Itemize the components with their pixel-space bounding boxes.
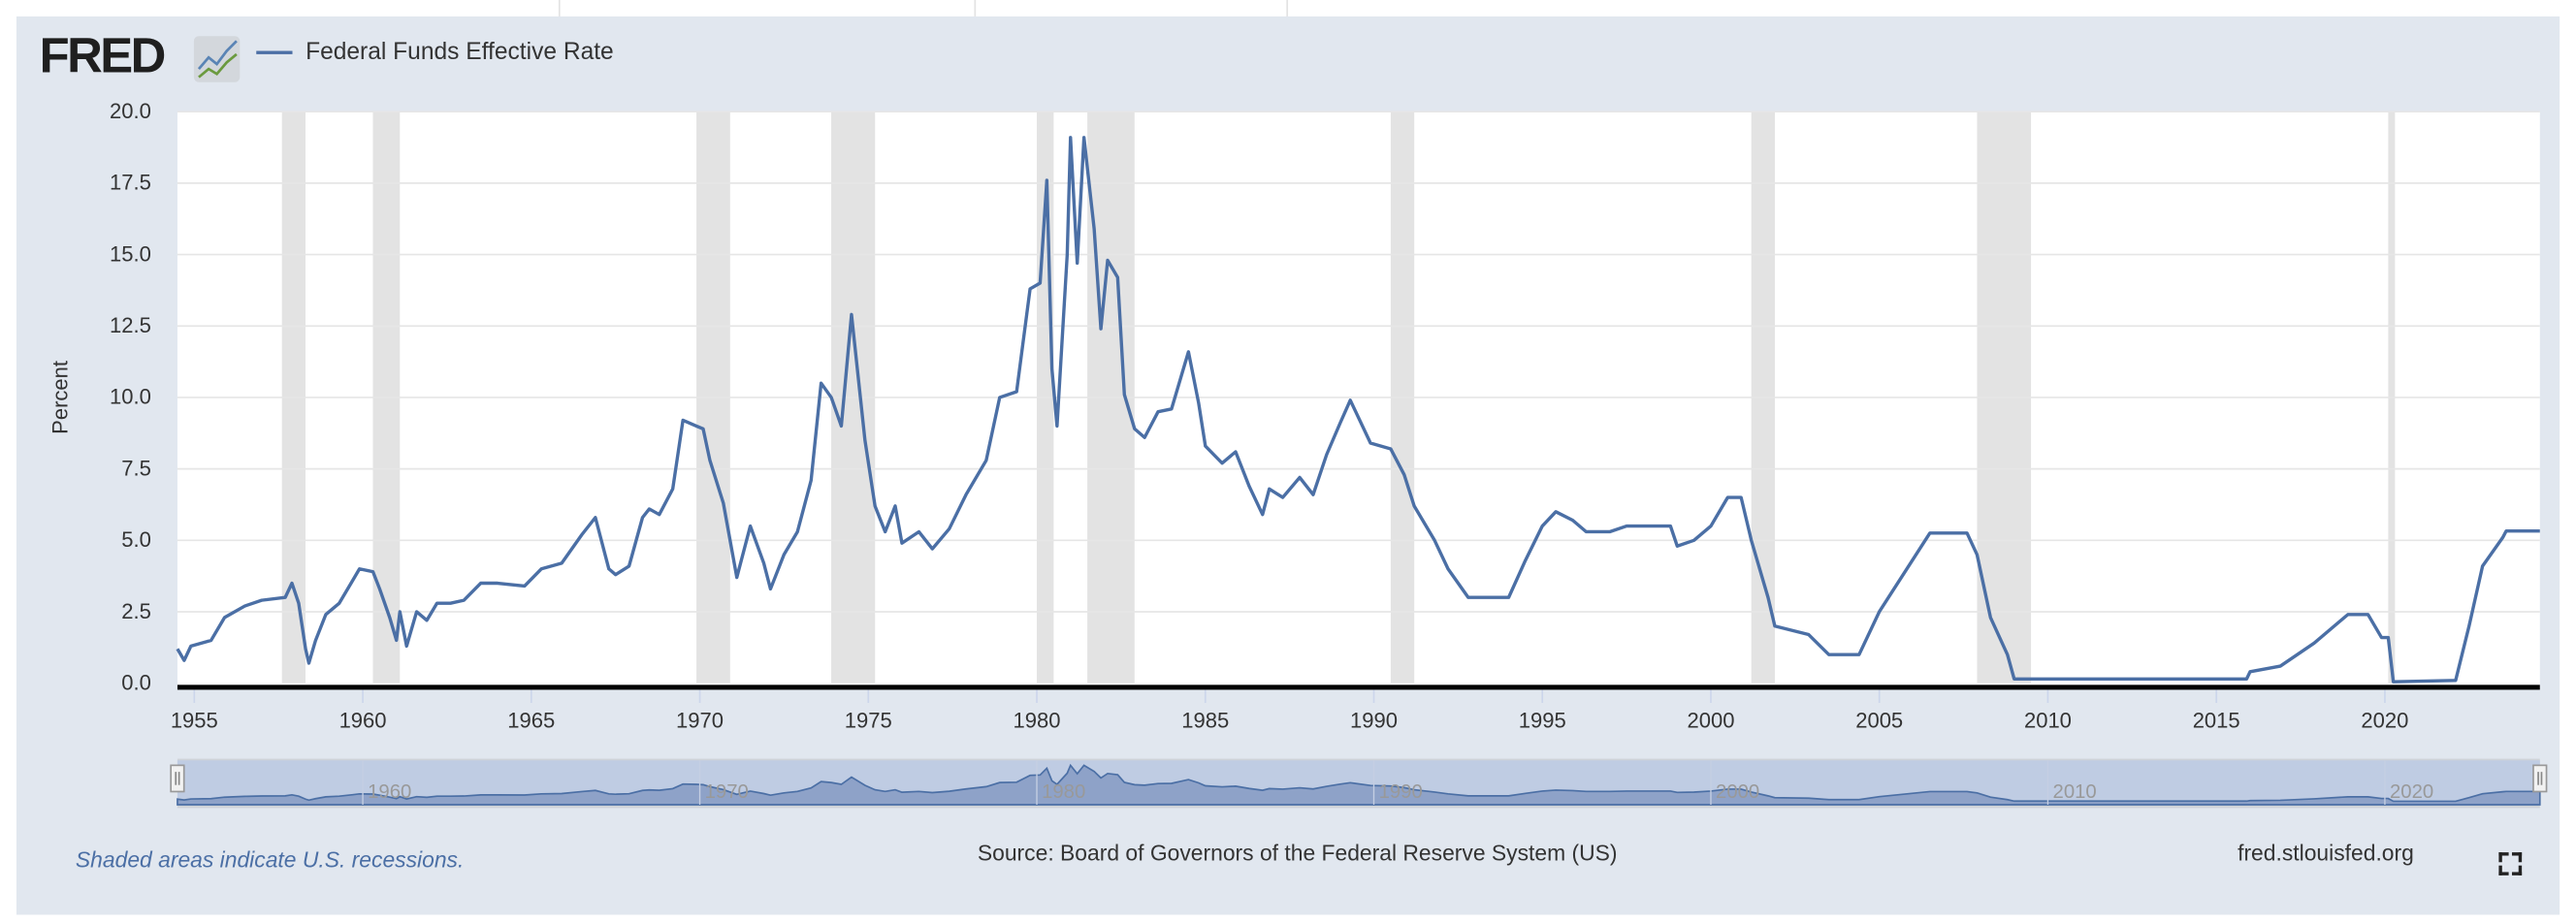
- navigator-handle-right[interactable]: [2532, 764, 2548, 793]
- x-tick-label: 2015: [2193, 708, 2240, 732]
- y-tick-label: 10.0: [110, 385, 151, 409]
- y-tick-label: 7.5: [121, 456, 151, 480]
- x-tick-label: 1970: [676, 708, 724, 732]
- x-tick-label: 1980: [1014, 708, 1061, 732]
- legend-swatch: [256, 50, 293, 54]
- y-tick-label: 17.5: [110, 171, 151, 195]
- navigator-tick-label: 1960: [368, 781, 411, 803]
- navigator-tick-label: 1990: [1379, 781, 1423, 803]
- divider: [974, 0, 977, 16]
- fred-logo[interactable]: FRED: [39, 29, 167, 84]
- x-tick-label: 2005: [1855, 708, 1903, 732]
- x-tick-label: 1960: [339, 708, 387, 732]
- y-tick-label: 15.0: [110, 241, 151, 266]
- y-tick-label: 20.0: [110, 99, 151, 123]
- handle-body[interactable]: [2532, 764, 2548, 793]
- x-tick-label: 1990: [1350, 708, 1398, 732]
- line-chart-icon: [193, 36, 241, 82]
- site-link[interactable]: fred.stlouisfed.org: [2238, 841, 2414, 866]
- divider: [1286, 0, 1289, 16]
- navigator-handle-left[interactable]: [170, 764, 185, 793]
- x-tick-label: 2000: [1687, 708, 1734, 732]
- plot-area: [177, 111, 2540, 690]
- x-tick-label: 2010: [2024, 708, 2072, 732]
- y-axis-label: Percent: [48, 361, 72, 434]
- navigator-tick-label: 1980: [1042, 781, 1085, 803]
- y-tick-label: 2.5: [121, 599, 151, 623]
- navigator-tick-label: 2020: [2390, 781, 2433, 803]
- y-tick-label: 0.0: [121, 670, 151, 694]
- x-tick-label: 1955: [171, 708, 218, 732]
- navigator-tick-label: 2010: [2053, 781, 2097, 803]
- source-text: Source: Board of Governors of the Federa…: [977, 841, 1618, 866]
- y-tick-label: 5.0: [121, 527, 151, 552]
- navigator-series-area: [177, 763, 2541, 806]
- legend-item[interactable]: Federal Funds Effective Rate: [256, 39, 614, 66]
- x-tick-label: 1995: [1519, 708, 1566, 732]
- x-tick-label: 1975: [845, 708, 892, 732]
- fullscreen-icon[interactable]: [2498, 852, 2523, 875]
- series-line-federal-funds-rate[interactable]: [176, 136, 2540, 684]
- x-tick-label: 1985: [1181, 708, 1229, 732]
- navigator-tick-label: 2000: [1716, 781, 1759, 803]
- x-tick-label: 1965: [507, 708, 555, 732]
- x-axis-baseline: [177, 684, 2540, 690]
- y-tick-label: 12.5: [110, 313, 151, 337]
- divider: [558, 0, 561, 16]
- legend-label: Federal Funds Effective Rate: [306, 39, 614, 66]
- recession-note: Shaded areas indicate U.S. recessions.: [75, 847, 465, 873]
- handle-body[interactable]: [170, 764, 185, 793]
- navigator-tick-label: 1970: [705, 781, 749, 803]
- x-tick-label: 2020: [2361, 708, 2408, 732]
